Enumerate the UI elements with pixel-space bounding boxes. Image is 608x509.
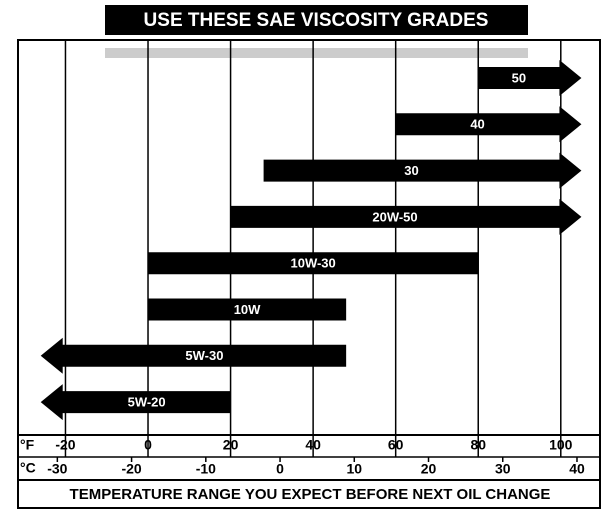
x-tick-label: 20 [223, 437, 239, 453]
range-bar [40, 337, 347, 374]
bar-label: 30 [404, 163, 418, 178]
x2-tick-label: -20 [121, 461, 141, 477]
bar-label: 20W-50 [372, 209, 417, 224]
x2-tick-label: -10 [196, 461, 216, 477]
x-unit-label: °F [20, 437, 35, 453]
bar-label: 40 [470, 117, 484, 132]
title-shadow [105, 48, 528, 58]
chart-title: USE THESE SAE VISCOSITY GRADES [144, 10, 489, 31]
x-axis-label: TEMPERATURE RANGE YOU EXPECT BEFORE NEXT… [70, 486, 551, 503]
x2-tick-label: 40 [569, 461, 585, 477]
bar-label: 50 [512, 70, 526, 85]
x2-tick-label: 20 [421, 461, 437, 477]
x-tick-label: 80 [470, 437, 486, 453]
bar-label: 10W [234, 302, 261, 317]
range-bar [148, 252, 479, 275]
bar-label: 5W-30 [185, 348, 223, 363]
x-tick-label: -20 [55, 437, 75, 453]
title-box [105, 5, 528, 35]
range-bar [263, 152, 582, 189]
x-tick-label: 60 [388, 437, 404, 453]
x2-tick-label: -30 [47, 461, 67, 477]
x2-tick-label: 10 [346, 461, 362, 477]
range-bar [478, 60, 582, 96]
x2-tick-label: 0 [276, 461, 284, 477]
bar-label: 5W-20 [128, 395, 166, 410]
x-tick-label: 40 [305, 437, 321, 453]
x-tick-label: 100 [549, 437, 573, 453]
x-tick-label: 0 [144, 437, 152, 453]
x2-unit-label: °C [20, 460, 36, 476]
frame [17, 39, 601, 509]
range-bar [148, 298, 347, 321]
x2-tick-label: 30 [495, 461, 511, 477]
bar-label: 10W-30 [290, 256, 335, 271]
range-bar [230, 198, 582, 235]
range-bar [395, 106, 582, 143]
range-bar [40, 384, 231, 421]
